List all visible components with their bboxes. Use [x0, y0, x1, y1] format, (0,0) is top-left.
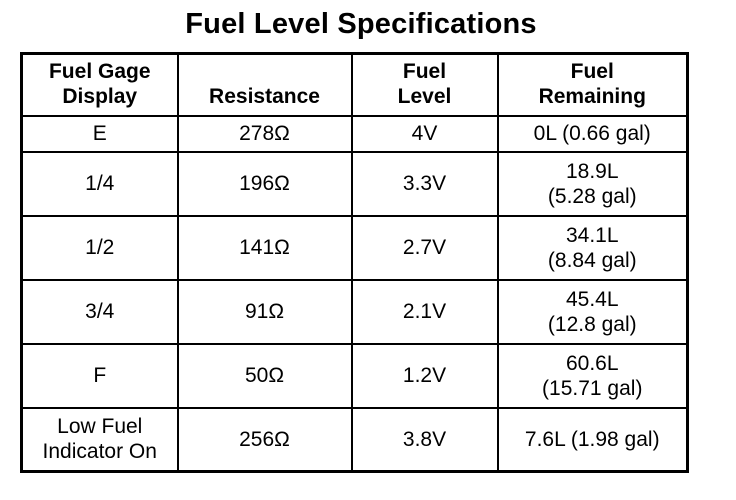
cell-fuel-remaining: 34.1L (8.84 gal)	[496, 214, 689, 281]
table-row: 3/4 91Ω 2.1V 45.4L (12.8 gal)	[20, 278, 689, 345]
cell-fuel-remaining: 0L (0.66 gal)	[496, 114, 689, 153]
cell-fuel-level: 2.7V	[350, 214, 499, 281]
table-row: F 50Ω 1.2V 60.6L (15.71 gal)	[20, 342, 689, 409]
table-row: 1/2 141Ω 2.7V 34.1L (8.84 gal)	[20, 214, 689, 281]
page-title: Fuel Level Specifications	[185, 8, 537, 40]
header-fuel-gage-display: Fuel Gage Display	[20, 52, 179, 117]
cell-fuel-level: 2.1V	[350, 278, 499, 345]
cell-fuel-level: 4V	[350, 114, 499, 153]
cell-gage-display: E	[20, 114, 179, 153]
cell-fuel-remaining: 45.4L (12.8 gal)	[496, 278, 689, 345]
cell-resistance: 256Ω	[176, 406, 353, 473]
cell-gage-display: 3/4	[20, 278, 179, 345]
cell-gage-display: 1/4	[20, 150, 179, 217]
table-row: 1/4 196Ω 3.3V 18.9L (5.28 gal)	[20, 150, 689, 217]
cell-fuel-remaining: 18.9L (5.28 gal)	[496, 150, 689, 217]
table-row: E 278Ω 4V 0L (0.66 gal)	[20, 114, 689, 153]
cell-gage-display: Low Fuel Indicator On	[20, 406, 179, 473]
cell-resistance: 196Ω	[176, 150, 353, 217]
cell-fuel-remaining: 60.6L (15.71 gal)	[496, 342, 689, 409]
header-fuel-level: Fuel Level	[350, 52, 499, 117]
cell-fuel-level: 3.8V	[350, 406, 499, 473]
cell-fuel-level: 1.2V	[350, 342, 499, 409]
cell-gage-display: F	[20, 342, 179, 409]
cell-resistance: 141Ω	[176, 214, 353, 281]
cell-resistance: 50Ω	[176, 342, 353, 409]
cell-resistance: 278Ω	[176, 114, 353, 153]
cell-fuel-level: 3.3V	[350, 150, 499, 217]
table-row: Low Fuel Indicator On 256Ω 3.8V 7.6L (1.…	[20, 406, 689, 473]
cell-gage-display: 1/2	[20, 214, 179, 281]
header-resistance: Resistance	[176, 52, 353, 117]
fuel-level-spec-table: Fuel Gage Display Resistance Fuel Level …	[20, 52, 689, 473]
table-header-row: Fuel Gage Display Resistance Fuel Level …	[20, 52, 689, 117]
cell-fuel-remaining: 7.6L (1.98 gal)	[496, 406, 689, 473]
cell-resistance: 91Ω	[176, 278, 353, 345]
header-fuel-remaining: Fuel Remaining	[496, 52, 689, 117]
